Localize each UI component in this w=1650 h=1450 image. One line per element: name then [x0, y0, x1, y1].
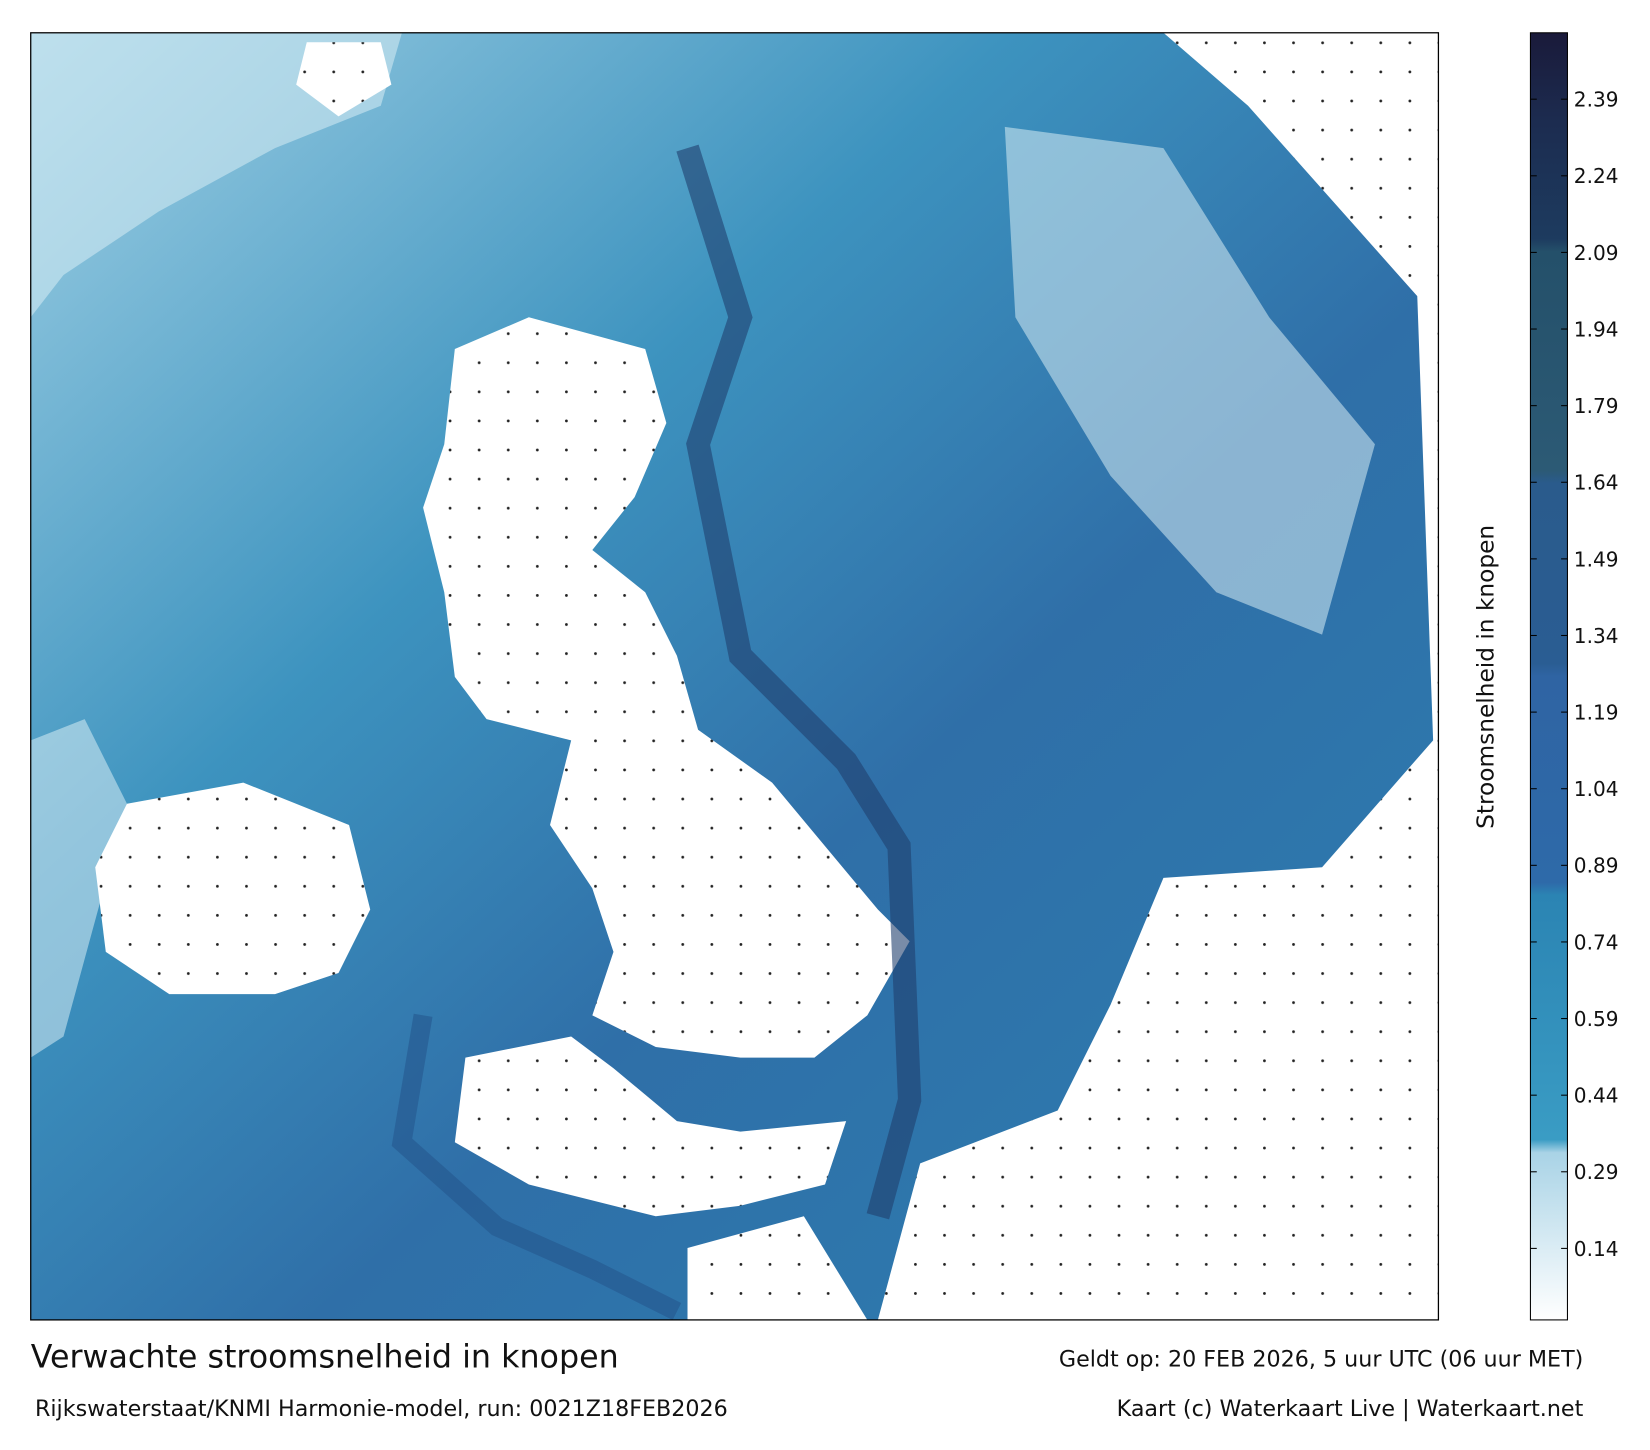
colorbar-tick-label: 0.74	[1574, 930, 1619, 954]
colorbar-tick-label: 0.14	[1574, 1237, 1619, 1261]
valid-time: Geldt op: 20 FEB 2026, 5 uur UTC (06 uur…	[1059, 1346, 1583, 1372]
land	[454, 1036, 847, 1217]
map	[30, 32, 1439, 1320]
colorbar-label: Stroomsnelheid in knopen	[1472, 525, 1499, 829]
credit: Kaart (c) Waterkaart Live | Waterkaart.n…	[1117, 1396, 1584, 1422]
colorbar-tick-label: 1.49	[1574, 547, 1619, 571]
deep-channel	[676, 144, 922, 1220]
map-frame	[30, 32, 1440, 1321]
land	[95, 782, 371, 995]
title: Verwachte stroomsnelheid in knopen	[31, 1340, 619, 1376]
colorbar-tick-label: 2.24	[1574, 164, 1619, 188]
land	[687, 1216, 868, 1320]
colorbar-tick-label: 1.94	[1574, 317, 1619, 341]
colorbar-tick-label: 0.59	[1574, 1007, 1619, 1031]
colorbar-tick-label: 1.04	[1574, 777, 1619, 801]
deep-channel	[391, 1013, 682, 1320]
colorbar-tick-label: 1.19	[1574, 701, 1619, 725]
colorbar	[1529, 32, 1568, 1321]
colorbar-tick-label: 0.29	[1574, 1160, 1619, 1184]
land	[423, 317, 910, 1058]
colorbar-tick-label: 1.34	[1574, 624, 1619, 648]
colorbar-tick-label: 1.64	[1574, 471, 1619, 495]
land	[296, 42, 392, 117]
colorbar-tick-label: 0.44	[1574, 1084, 1619, 1108]
colorbar-tick-label: 2.39	[1574, 88, 1619, 112]
sea-shallows	[30, 32, 1375, 1058]
source: Rijkswaterstaat/KNMI Harmonie-model, run…	[35, 1396, 728, 1422]
colorbar-tick-label: 1.79	[1574, 394, 1619, 418]
colorbar-tick-label: 0.89	[1574, 854, 1619, 878]
colorbar-tick-label: 2.09	[1574, 241, 1619, 265]
